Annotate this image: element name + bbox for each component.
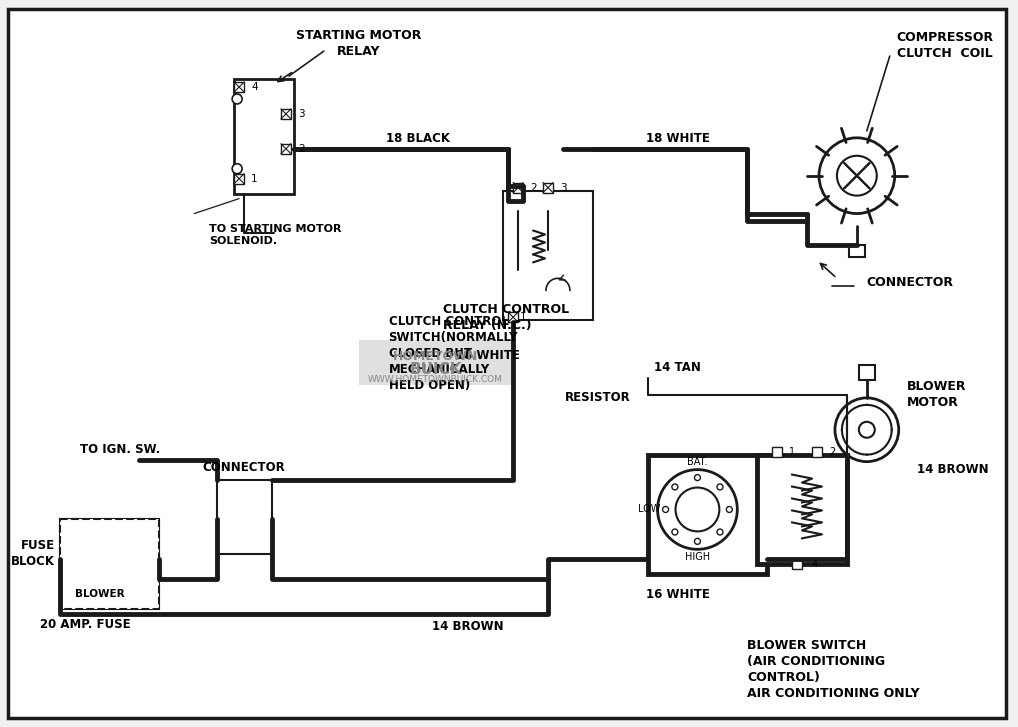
Text: 1: 1 [251,174,258,184]
Text: BUICK: BUICK [409,362,461,377]
Circle shape [859,422,874,438]
Circle shape [835,398,899,462]
Text: 1: 1 [789,446,795,457]
Text: 16 WHITE: 16 WHITE [645,587,710,601]
Circle shape [819,138,895,214]
Text: 3: 3 [298,109,304,119]
Bar [358,340,513,385]
Text: BLOWER: BLOWER [74,589,124,599]
Circle shape [694,475,700,481]
Bar [234,174,244,184]
Text: LOW: LOW [638,505,661,515]
Bar [281,144,291,154]
Text: 2: 2 [530,182,536,193]
Text: 18 BLACK: 18 BLACK [387,132,451,145]
Text: 2: 2 [829,446,835,457]
Text: COMPRESSOR
CLUTCH  COIL: COMPRESSOR CLUTCH COIL [897,31,994,60]
Bar [503,190,592,320]
Bar [281,109,291,119]
Bar [792,559,802,569]
Bar [60,519,160,609]
Text: RESISTOR: RESISTOR [565,391,631,404]
Bar [508,312,518,322]
Bar [217,480,272,554]
Text: TO STARTING MOTOR
SOLENOID.: TO STARTING MOTOR SOLENOID. [210,223,342,246]
Bar [849,246,865,257]
Circle shape [726,507,732,513]
Text: TO IGN. SW.: TO IGN. SW. [79,443,160,456]
Text: 4: 4 [251,82,258,92]
Circle shape [663,507,669,513]
Text: 18 WHITE: 18 WHITE [645,132,710,145]
Bar [234,79,294,193]
Text: 4: 4 [812,559,818,569]
Text: CLUTCH CONTROL
SWITCH(NORMALLY
CLOSED BUT
MECHANICALLY
HELD OPEN): CLUTCH CONTROL SWITCH(NORMALLY CLOSED BU… [389,316,518,392]
Circle shape [694,539,700,545]
Text: 18 WHITE: 18 WHITE [456,348,520,361]
Text: FUSE
BLOCK: FUSE BLOCK [11,539,55,569]
Text: 20 AMP. FUSE: 20 AMP. FUSE [40,617,130,630]
Bar [859,365,874,380]
Text: CLUTCH CONTROL
RELAY (N.C.): CLUTCH CONTROL RELAY (N.C.) [444,303,569,332]
Circle shape [672,484,678,490]
Text: 14 BROWN: 14 BROWN [433,619,504,632]
Bar [234,82,244,92]
Bar [543,182,553,193]
Bar [647,454,768,574]
Text: HIGH: HIGH [685,553,710,562]
Bar [757,454,847,564]
Circle shape [672,529,678,535]
Text: AIR CONDITIONING ONLY: AIR CONDITIONING ONLY [747,687,920,700]
Circle shape [658,470,737,550]
Text: BAT.: BAT. [687,457,708,467]
Text: BLOWER
MOTOR: BLOWER MOTOR [907,380,966,409]
Text: HOMETOWN: HOMETOWN [393,350,478,363]
Text: 3: 3 [560,182,567,193]
Circle shape [717,484,723,490]
Circle shape [232,94,242,104]
Text: 2: 2 [298,144,304,154]
Text: WWW.HOMETOWNBUICK.COM: WWW.HOMETOWNBUICK.COM [367,375,503,384]
Text: 14 TAN: 14 TAN [655,361,701,374]
Bar [513,182,523,193]
Text: BLOWER SWITCH
(AIR CONDITIONING
CONTROL): BLOWER SWITCH (AIR CONDITIONING CONTROL) [747,639,886,684]
Text: CONNECTOR: CONNECTOR [866,276,954,289]
Text: 14 BROWN: 14 BROWN [916,463,988,476]
Bar [773,446,782,457]
Circle shape [676,488,720,531]
Circle shape [717,529,723,535]
Text: CONNECTOR: CONNECTOR [203,461,285,474]
Text: STARTING MOTOR
RELAY: STARTING MOTOR RELAY [296,29,421,58]
Text: 1: 1 [520,312,526,322]
Circle shape [837,156,876,196]
Bar [60,519,160,609]
Circle shape [232,164,242,174]
Bar [812,446,822,457]
